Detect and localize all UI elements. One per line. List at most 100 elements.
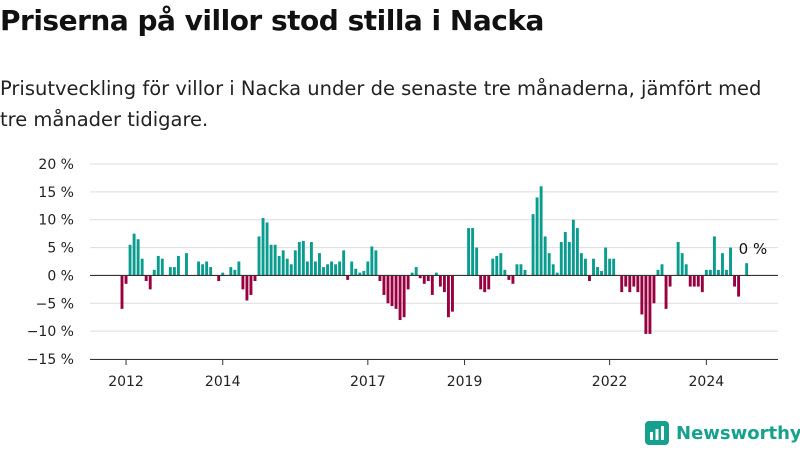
bar bbox=[374, 250, 378, 276]
bar bbox=[624, 275, 628, 287]
bar bbox=[354, 268, 358, 276]
bar bbox=[273, 244, 277, 276]
bar-chart: −15 %−10 %−5 %0 %5 %10 %15 %20 % 2012 201… bbox=[27, 157, 778, 390]
bar bbox=[700, 275, 704, 293]
bar bbox=[245, 275, 249, 301]
x-tick-label: 2017 bbox=[350, 374, 386, 390]
bar bbox=[297, 242, 301, 276]
bar bbox=[185, 253, 188, 276]
bar bbox=[612, 258, 616, 276]
bar bbox=[176, 255, 180, 276]
bar bbox=[249, 275, 253, 295]
bar bbox=[737, 275, 741, 297]
bar bbox=[575, 228, 579, 276]
bar bbox=[338, 261, 342, 276]
bar bbox=[708, 269, 712, 276]
chart-subtitle: Prisutveckling för villor i Nacka under … bbox=[0, 77, 762, 131]
gridlines bbox=[90, 163, 778, 360]
newsworthy-branding: Newsworthy bbox=[644, 420, 800, 446]
end-value-label: 0 % bbox=[739, 240, 768, 258]
x-tick-label: 2012 bbox=[108, 374, 144, 390]
bar bbox=[535, 197, 539, 276]
bar bbox=[418, 275, 422, 279]
bar bbox=[426, 275, 430, 281]
bar bbox=[604, 247, 608, 276]
bar bbox=[370, 246, 374, 276]
bar bbox=[366, 261, 370, 276]
bar bbox=[221, 272, 225, 276]
bar bbox=[386, 275, 390, 304]
bar bbox=[563, 231, 567, 276]
bar bbox=[628, 275, 632, 293]
bar bbox=[592, 258, 595, 276]
bar bbox=[608, 258, 612, 276]
bar bbox=[644, 275, 648, 334]
y-tick-label: −5 % bbox=[36, 296, 74, 312]
bar bbox=[410, 272, 414, 276]
bar bbox=[261, 218, 265, 276]
bar bbox=[342, 250, 346, 276]
bar bbox=[289, 264, 293, 276]
bar bbox=[479, 275, 483, 290]
bar bbox=[318, 253, 321, 276]
bar bbox=[471, 228, 475, 276]
bar bbox=[684, 264, 688, 276]
bar bbox=[446, 275, 450, 318]
bar bbox=[664, 275, 668, 309]
bar bbox=[382, 275, 386, 295]
bar bbox=[136, 239, 140, 276]
y-tick-label: 15 % bbox=[38, 185, 74, 201]
bar bbox=[430, 275, 434, 295]
bar bbox=[257, 236, 261, 276]
bar bbox=[233, 269, 237, 276]
bar bbox=[712, 236, 716, 276]
x-tick-label: 2014 bbox=[205, 374, 241, 390]
bar bbox=[350, 261, 354, 276]
bar bbox=[132, 233, 136, 276]
bar bbox=[309, 242, 313, 276]
bar bbox=[584, 258, 587, 276]
y-tick-label: 0 % bbox=[47, 268, 74, 284]
bar bbox=[277, 255, 281, 276]
bar bbox=[745, 263, 749, 276]
annotations: 0 % bbox=[739, 240, 768, 258]
bar bbox=[241, 275, 245, 290]
bar bbox=[729, 247, 732, 276]
bar bbox=[378, 275, 382, 281]
bar bbox=[660, 264, 664, 276]
y-tick-label: 20 % bbox=[38, 157, 74, 173]
bar bbox=[451, 275, 454, 312]
bar bbox=[442, 275, 446, 293]
bar bbox=[648, 275, 652, 334]
x-tick-label: 2019 bbox=[447, 374, 483, 390]
bar bbox=[636, 275, 640, 293]
bar bbox=[434, 272, 438, 276]
bar bbox=[475, 247, 479, 276]
bar bbox=[543, 236, 547, 276]
bar bbox=[696, 275, 700, 287]
bar bbox=[160, 258, 164, 276]
bar bbox=[567, 242, 571, 276]
bar bbox=[438, 275, 442, 287]
bar bbox=[503, 269, 507, 276]
bar bbox=[305, 261, 309, 276]
bar bbox=[531, 214, 535, 276]
bar bbox=[253, 275, 257, 281]
bar-chart-logo-icon bbox=[645, 421, 669, 445]
bar bbox=[539, 186, 543, 276]
bar bbox=[721, 253, 724, 276]
bar bbox=[313, 261, 317, 276]
bar bbox=[515, 264, 519, 276]
bar bbox=[507, 275, 511, 280]
bar bbox=[467, 228, 471, 276]
bar bbox=[128, 244, 132, 276]
chart-title: Priserna på villor stod stilla i Nacka bbox=[0, 4, 544, 37]
x-axis: 2012 2014 2017 2019 2022 2024 bbox=[90, 359, 778, 390]
bar bbox=[144, 275, 148, 281]
bar bbox=[362, 270, 366, 276]
x-tick-label: 2024 bbox=[689, 374, 725, 390]
bar bbox=[422, 275, 426, 284]
bar bbox=[483, 275, 487, 293]
bar bbox=[140, 258, 144, 276]
bar bbox=[209, 267, 213, 276]
